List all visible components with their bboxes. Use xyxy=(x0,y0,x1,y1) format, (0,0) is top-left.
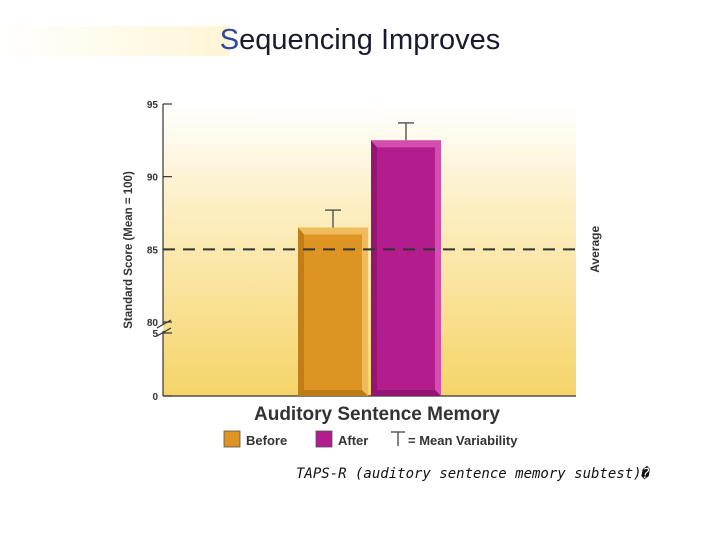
bar-bevel-bottom xyxy=(371,390,441,396)
bar-bevel-top xyxy=(371,140,441,148)
y-tick-label: 5 xyxy=(152,329,158,340)
legend-swatch xyxy=(315,430,333,448)
y-tick-label: 0 xyxy=(152,392,158,403)
bar-bevel-right xyxy=(362,227,368,396)
bar-bevel-left xyxy=(298,227,304,396)
title-rest: equencing Improves xyxy=(239,24,501,56)
y-tick-label: 90 xyxy=(147,173,159,184)
y-tick-label: 85 xyxy=(147,245,159,256)
slide-title: Sequencing Improves xyxy=(0,24,720,57)
legend-label: = Mean Variability xyxy=(408,433,518,448)
x-axis-label: Auditory Sentence Memory xyxy=(254,404,500,425)
title-highlight xyxy=(0,26,230,56)
legend-swatch xyxy=(223,430,241,448)
legend-item-after: After xyxy=(315,430,368,448)
legend-label: After xyxy=(338,433,368,448)
bar-bevel-right xyxy=(435,140,441,396)
footnote: TAPS-R (auditory sentence memory subtest… xyxy=(296,466,651,482)
bar-bevel-top xyxy=(298,227,368,235)
bar-before xyxy=(298,209,368,396)
average-label: Average xyxy=(588,226,602,273)
axis-break-mark xyxy=(156,319,172,329)
bar-face xyxy=(371,140,441,396)
bar-after xyxy=(371,122,441,396)
legend-item-variability: = Mean Variability xyxy=(391,431,518,448)
bar-bevel-bottom xyxy=(298,390,368,396)
legend-item-before: Before xyxy=(223,430,287,448)
y-tick-label: 95 xyxy=(147,100,159,111)
y-axis-label: Standard Score (Mean = 100) xyxy=(123,171,135,329)
bar-face xyxy=(298,227,368,396)
legend-label: Before xyxy=(246,433,287,448)
y-tick-label: 80 xyxy=(147,318,159,329)
title-first-letter: S xyxy=(219,24,240,56)
bar-bevel-left xyxy=(371,140,377,396)
axis-break-mark xyxy=(156,327,172,337)
